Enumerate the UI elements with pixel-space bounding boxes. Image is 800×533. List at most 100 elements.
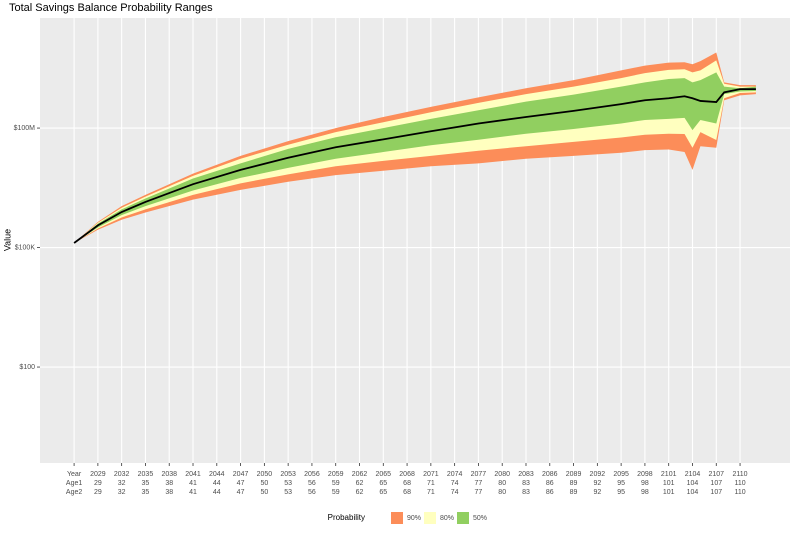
legend-key <box>457 512 469 524</box>
age1-label: 56 <box>308 480 316 487</box>
age1-label: 110 <box>734 480 745 487</box>
x-tick-label: 2086 <box>542 471 558 478</box>
age1-label: 35 <box>142 480 150 487</box>
age1-label: 86 <box>546 480 554 487</box>
median-line <box>73 88 756 244</box>
age1-label: 62 <box>356 480 364 487</box>
age1-label: 29 <box>94 480 102 487</box>
age2-label: 47 <box>237 489 245 496</box>
legend-key <box>424 512 436 524</box>
age1-label: 59 <box>332 480 340 487</box>
age1-label: 71 <box>427 480 435 487</box>
x-tick-label: 2101 <box>661 471 677 478</box>
age2-label: 77 <box>475 489 483 496</box>
age2-label: 56 <box>308 489 316 496</box>
x-tick-label: 2092 <box>590 471 606 478</box>
x-tick-label: 2056 <box>304 471 320 478</box>
x-tick-label: 2077 <box>471 471 487 478</box>
age1-label: 89 <box>570 480 578 487</box>
age2-label: 71 <box>427 489 435 496</box>
age2-label: 86 <box>546 489 554 496</box>
age1-label: 53 <box>284 480 292 487</box>
x-tick-label: 2089 <box>566 471 582 478</box>
x-tick-label: 2041 <box>185 471 201 478</box>
age2-label: 98 <box>641 489 649 496</box>
chart-title: Total Savings Balance Probability Ranges <box>9 2 213 14</box>
age2-label: 41 <box>189 489 197 496</box>
age1-label: 95 <box>617 480 625 487</box>
age2-label: 83 <box>522 489 530 496</box>
age2-label: 80 <box>498 489 506 496</box>
age2-label: 38 <box>165 489 173 496</box>
age1-label: 101 <box>663 480 675 487</box>
age2-label: 104 <box>687 489 699 496</box>
age2-label: 68 <box>403 489 411 496</box>
x-tick-label: 2110 <box>733 471 748 478</box>
x-tick-label: 2071 <box>423 471 439 478</box>
age1-label: 74 <box>451 480 459 487</box>
x-tick-label: 2074 <box>447 471 463 478</box>
x-tick-label: 2059 <box>328 471 344 478</box>
band <box>74 72 756 244</box>
age2-label: 50 <box>260 489 268 496</box>
age2-label: 62 <box>356 489 364 496</box>
legend-title: Probability <box>328 513 365 522</box>
age1-label: Age1 <box>66 480 82 487</box>
age1-label: 68 <box>403 480 411 487</box>
y-tick-label: $100M <box>14 125 36 132</box>
age2-label: 29 <box>94 489 102 496</box>
x-tick-label: 2083 <box>518 471 534 478</box>
age1-label: 107 <box>710 480 722 487</box>
age1-label: 38 <box>165 480 173 487</box>
age2-label: 65 <box>379 489 387 496</box>
age2-label: 101 <box>663 489 675 496</box>
y-tick-label: $100K <box>15 244 36 251</box>
x-tick-label: 2035 <box>138 471 154 478</box>
age2-label: 74 <box>451 489 459 496</box>
age1-label: 47 <box>237 480 245 487</box>
y-tick-label: $100 <box>19 364 35 371</box>
age1-label: 41 <box>189 480 197 487</box>
y-axis-label: Value <box>2 229 12 251</box>
age2-label: 95 <box>617 489 625 496</box>
x-tick-label: 2029 <box>90 471 106 478</box>
legend-label: 50% <box>473 515 487 522</box>
age1-label: 32 <box>118 480 126 487</box>
x-tick-label: 2065 <box>375 471 391 478</box>
legend-key <box>391 512 403 524</box>
x-tick-label: 2053 <box>280 471 296 478</box>
age2-label: 35 <box>142 489 150 496</box>
age2-label: 44 <box>213 489 221 496</box>
x-tick-label: 2107 <box>708 471 724 478</box>
x-tick-label: 2062 <box>352 471 368 478</box>
age2-label: Age2 <box>66 489 82 496</box>
x-tick-label: 2098 <box>637 471 653 478</box>
age1-label: 80 <box>498 480 506 487</box>
age2-label: 110 <box>734 489 745 496</box>
x-tick-label: 2050 <box>257 471 273 478</box>
x-tick-label: 2044 <box>209 471 225 478</box>
age2-label: 32 <box>118 489 126 496</box>
x-tick-label: 2068 <box>399 471 415 478</box>
age1-label: 104 <box>687 480 699 487</box>
age2-label: 92 <box>593 489 601 496</box>
age2-label: 53 <box>284 489 292 496</box>
legend-label: 80% <box>440 515 454 522</box>
age1-label: 98 <box>641 480 649 487</box>
age1-label: 65 <box>379 480 387 487</box>
x-tick-label: 2095 <box>613 471 629 478</box>
age1-label: 92 <box>593 480 601 487</box>
x-tick-label: 2104 <box>685 471 701 478</box>
age1-label: 44 <box>213 480 221 487</box>
legend-label: 90% <box>407 515 421 522</box>
age2-label: 89 <box>570 489 578 496</box>
age1-label: 83 <box>522 480 530 487</box>
age2-label: 59 <box>332 489 340 496</box>
x-tick-label: 2038 <box>161 471 177 478</box>
age1-label: 77 <box>475 480 483 487</box>
x-tick-label: 2080 <box>494 471 510 478</box>
x-tick-label: Year <box>67 471 82 478</box>
x-tick-label: 2032 <box>114 471 130 478</box>
x-tick-label: 2047 <box>233 471 249 478</box>
